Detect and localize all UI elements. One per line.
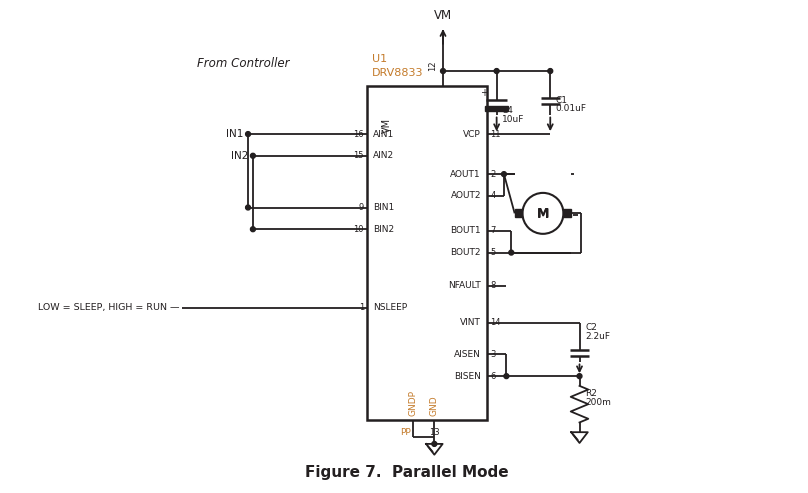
Text: M: M bbox=[537, 209, 549, 221]
Text: 2: 2 bbox=[490, 170, 495, 178]
Text: BIN1: BIN1 bbox=[373, 203, 394, 212]
Text: AIN2: AIN2 bbox=[373, 151, 394, 160]
Text: 13: 13 bbox=[429, 428, 440, 437]
Text: AISEN: AISEN bbox=[454, 350, 481, 359]
Text: BOUT1: BOUT1 bbox=[450, 226, 481, 235]
Circle shape bbox=[509, 250, 514, 255]
Circle shape bbox=[246, 132, 250, 137]
Circle shape bbox=[523, 193, 563, 234]
Text: IN2: IN2 bbox=[230, 151, 248, 161]
Text: 4: 4 bbox=[490, 191, 495, 200]
Text: PP: PP bbox=[400, 428, 410, 437]
Bar bbox=[515, 210, 523, 217]
Text: VCP: VCP bbox=[463, 130, 481, 139]
Text: 15: 15 bbox=[354, 151, 364, 160]
Text: GNDP: GNDP bbox=[408, 389, 418, 416]
Text: 8: 8 bbox=[490, 282, 495, 290]
Text: BOUT2: BOUT2 bbox=[451, 248, 481, 257]
Text: BIN2: BIN2 bbox=[373, 225, 394, 234]
Text: BISEN: BISEN bbox=[454, 372, 481, 381]
Text: 0.01uF: 0.01uF bbox=[555, 104, 586, 113]
Text: 12: 12 bbox=[428, 61, 437, 71]
Bar bbox=[368, 86, 487, 420]
Text: NFAULT: NFAULT bbox=[448, 282, 481, 290]
Text: AOUT1: AOUT1 bbox=[450, 170, 481, 178]
Text: 2.2uF: 2.2uF bbox=[585, 332, 610, 341]
Text: AIN1: AIN1 bbox=[373, 130, 394, 139]
Text: C2: C2 bbox=[585, 323, 597, 332]
Text: NSLEEP: NSLEEP bbox=[373, 303, 407, 312]
Text: Figure 7.  Parallel Mode: Figure 7. Parallel Mode bbox=[305, 465, 508, 481]
Text: C4: C4 bbox=[502, 106, 513, 114]
Bar bbox=[486, 106, 508, 111]
Circle shape bbox=[250, 153, 255, 158]
Text: DRV8833: DRV8833 bbox=[372, 69, 424, 78]
Circle shape bbox=[504, 374, 509, 379]
Text: 200m: 200m bbox=[585, 398, 611, 407]
Text: M: M bbox=[537, 207, 549, 220]
Text: AOUT2: AOUT2 bbox=[451, 191, 481, 200]
Circle shape bbox=[494, 69, 499, 73]
Text: LOW = SLEEP, HIGH = RUN —: LOW = SLEEP, HIGH = RUN — bbox=[38, 303, 180, 312]
Circle shape bbox=[246, 205, 250, 210]
Text: 7: 7 bbox=[490, 226, 495, 235]
Text: U1: U1 bbox=[372, 54, 388, 64]
Circle shape bbox=[250, 227, 255, 232]
Circle shape bbox=[440, 69, 445, 73]
Text: 16: 16 bbox=[353, 130, 364, 139]
Text: 11: 11 bbox=[490, 130, 501, 139]
Text: 1: 1 bbox=[359, 303, 364, 312]
Text: 14: 14 bbox=[490, 318, 501, 327]
Bar bbox=[563, 210, 571, 217]
Text: 5: 5 bbox=[490, 248, 495, 257]
Text: IN1: IN1 bbox=[225, 129, 243, 139]
Text: GND: GND bbox=[430, 395, 439, 416]
Text: R2: R2 bbox=[585, 388, 597, 398]
Text: 10: 10 bbox=[354, 225, 364, 234]
Text: VM: VM bbox=[382, 118, 392, 133]
Circle shape bbox=[577, 374, 582, 379]
Text: +: + bbox=[480, 88, 488, 98]
Text: VINT: VINT bbox=[461, 318, 481, 327]
Text: VM: VM bbox=[434, 9, 452, 22]
Text: From Controller: From Controller bbox=[197, 57, 289, 70]
Circle shape bbox=[432, 441, 437, 446]
Circle shape bbox=[502, 172, 507, 176]
Text: C1: C1 bbox=[555, 96, 567, 105]
Text: 10uF: 10uF bbox=[502, 115, 524, 124]
Text: 9: 9 bbox=[359, 203, 364, 212]
Text: 6: 6 bbox=[490, 372, 495, 381]
Text: 3: 3 bbox=[490, 350, 495, 359]
Circle shape bbox=[548, 69, 553, 73]
